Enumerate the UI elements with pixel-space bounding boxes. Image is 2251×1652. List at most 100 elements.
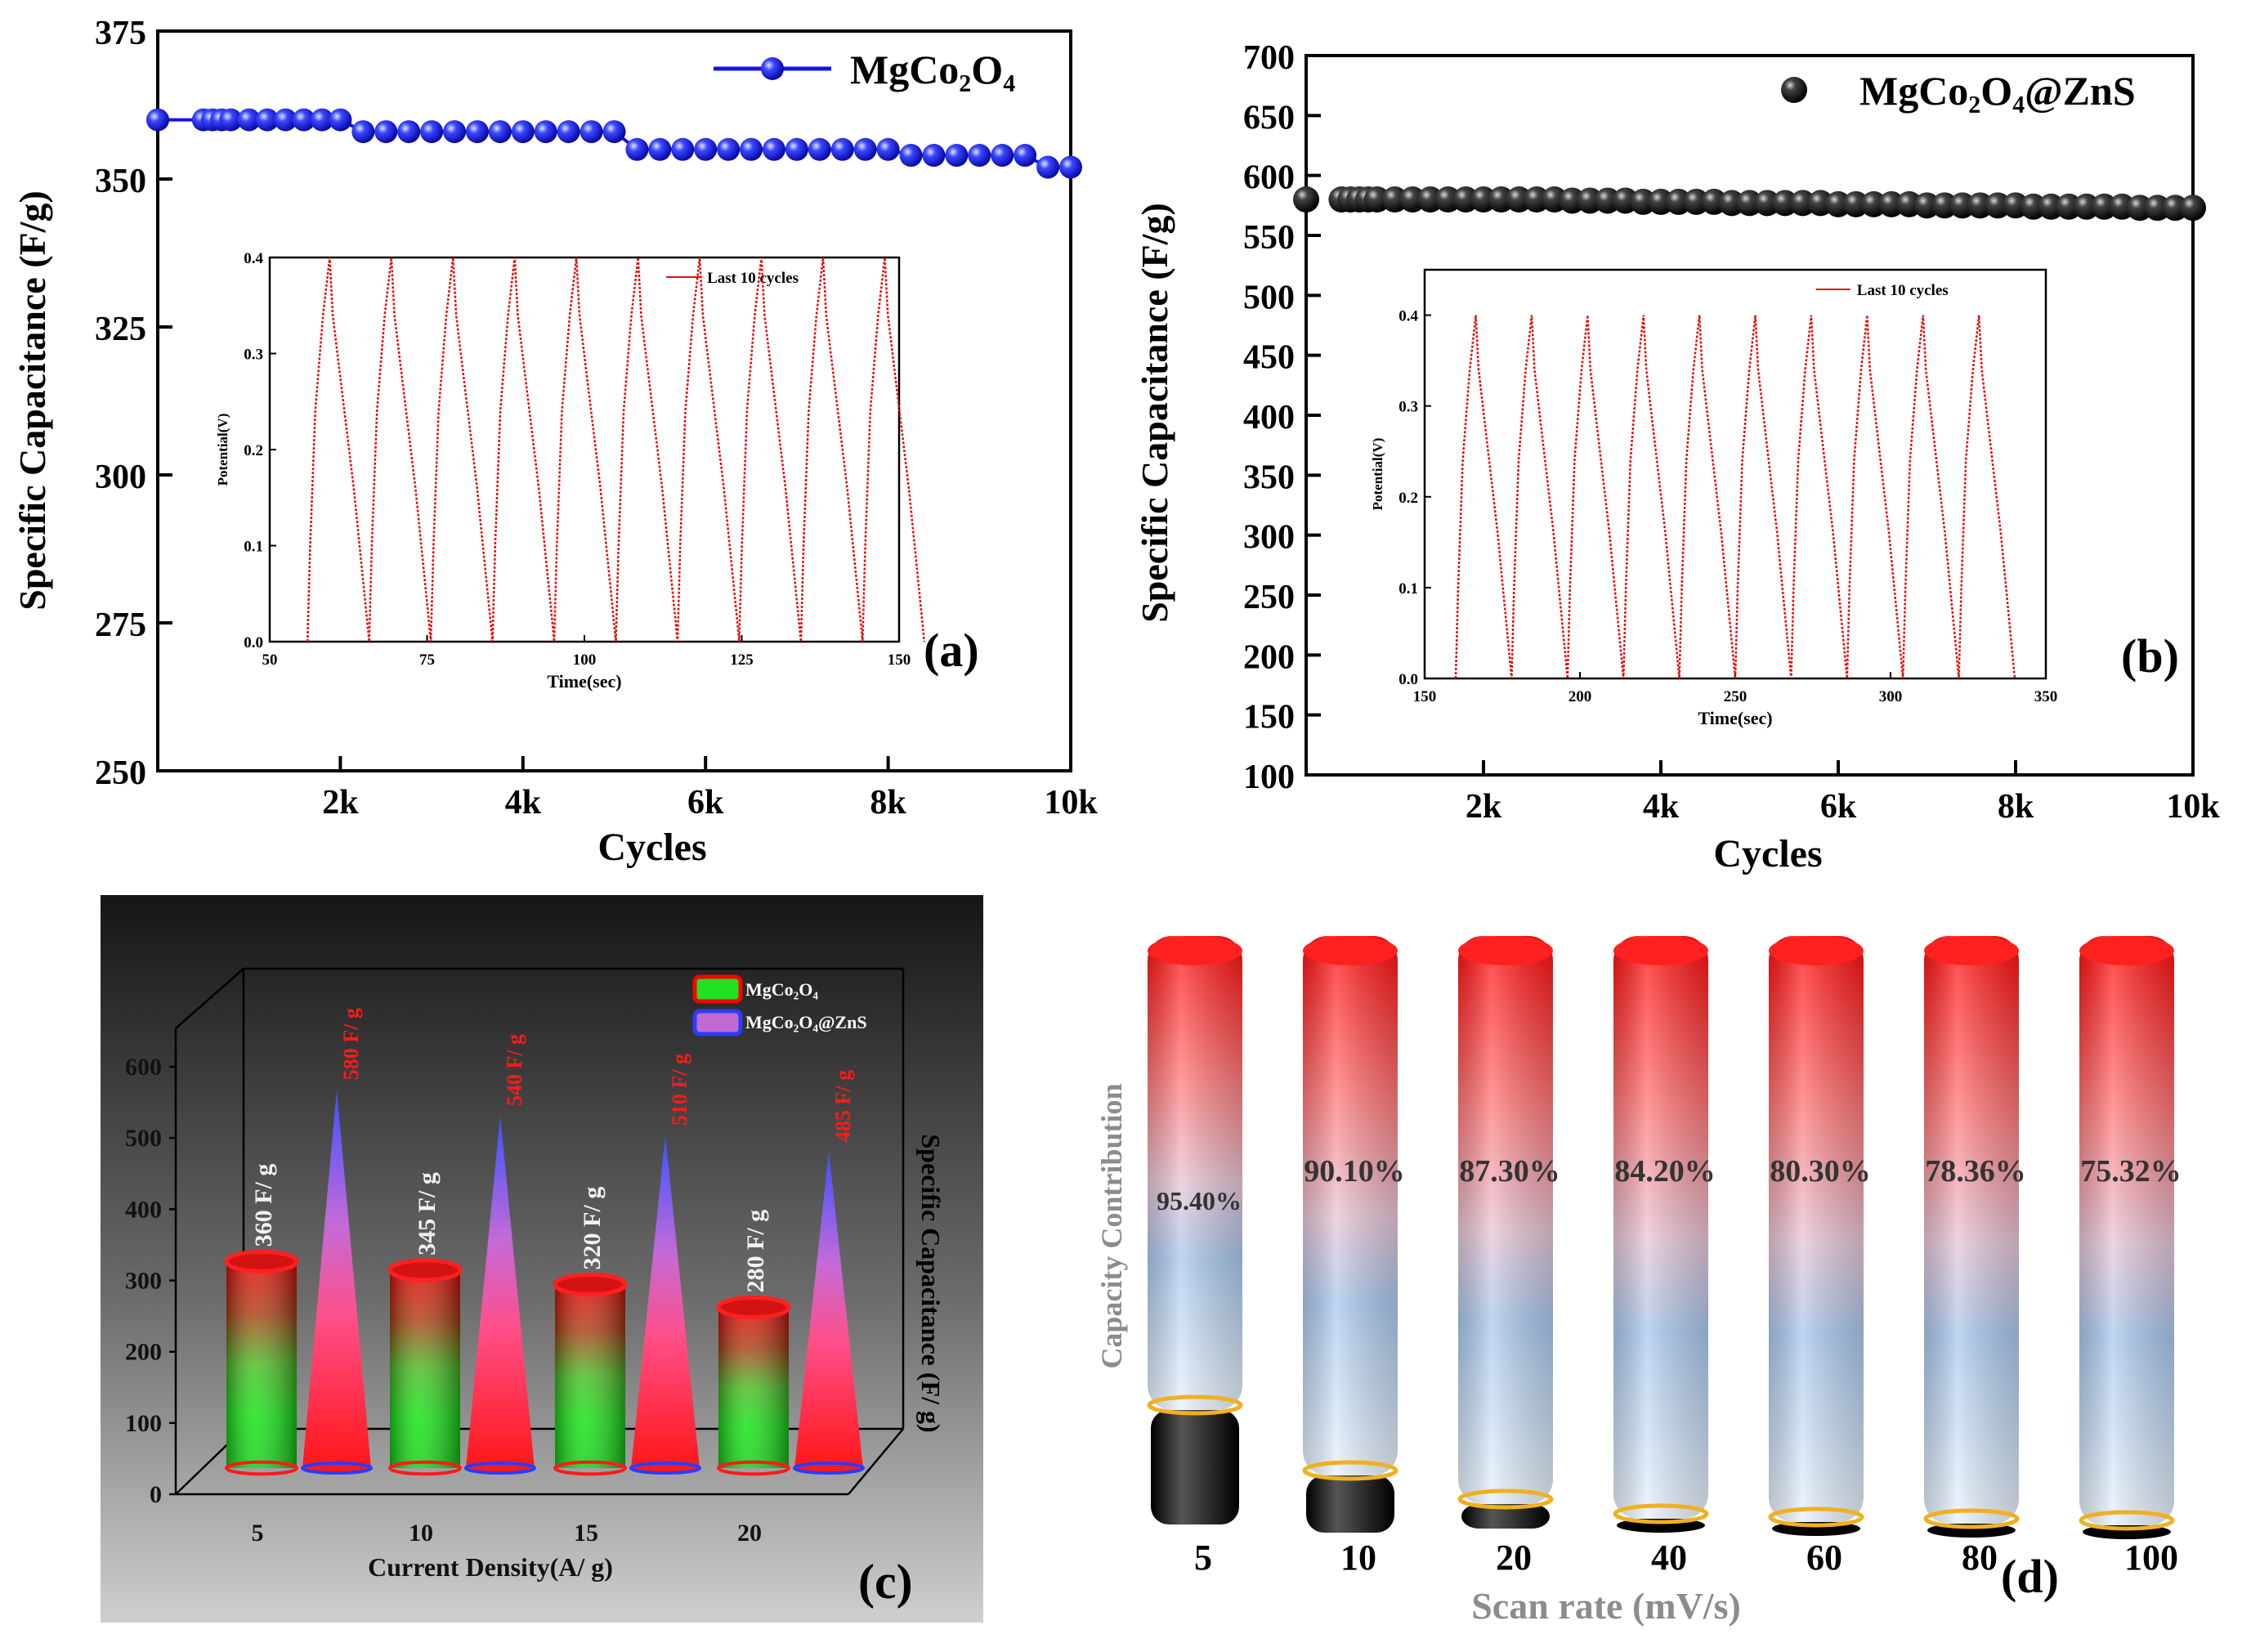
data-point: [237, 108, 261, 132]
x-tick-label: 10k: [1044, 784, 1098, 822]
panel-b-inset: 0.0 0.1 0.2 0.3 0.4 150 200 250 300 350 Time(sec) P…: [1370, 268, 2057, 728]
legend-swatch-mgco2o4-zns: [692, 1009, 743, 1036]
data-point: [1059, 155, 1082, 179]
bar-mgco2o4-zns-value-label: 540 F/ g: [503, 1034, 526, 1106]
panel-c-label: (c): [858, 1555, 913, 1609]
panel-b: 100150200250300350400450500550600650700 …: [1134, 39, 2220, 875]
panel-b-y-label: Specific Capacitance (F/g): [1134, 203, 1175, 623]
tube-top: [1458, 936, 1553, 965]
y-tick-label: 300: [125, 1268, 162, 1295]
bar-mgco2o4-zns: [631, 1135, 700, 1468]
panel-c-y-label: Specific Capacitance (F/ g): [916, 1134, 946, 1432]
inset-y-tick-label: 0.3: [1398, 399, 1418, 416]
tube-top: [1303, 936, 1398, 965]
y-tick-label: 600: [125, 1054, 162, 1081]
panel-b-y-axis: 100 150 200 250 300 350 400 450 500 550 600 650 700: [1243, 39, 1321, 796]
legend-marker: [761, 57, 784, 80]
bar-mgco2o4-value-label: 360 F/ g: [250, 1164, 277, 1247]
inset-legend-label: Last 10 cycles: [1857, 282, 1949, 299]
legend-marker: [1781, 77, 1807, 103]
y-tick-label: 150: [1243, 699, 1295, 736]
panel-c-bars: 360 F/ g 580 F/ g 345 F/ g 540 F/ g 320 F/ g…: [224, 1008, 865, 1476]
inset-y-tick-label: 0.2: [244, 442, 263, 459]
panel-b-label: (b): [2121, 629, 2179, 683]
data-point: [219, 108, 243, 132]
data-point: [580, 120, 603, 144]
y-tick-label: 0: [150, 1481, 162, 1508]
inset-y-tick-label: 0.4: [1398, 308, 1418, 325]
legend-swatch-mgco2o4: [692, 974, 743, 1004]
data-point: [922, 144, 946, 168]
y-tick-label: 250: [1243, 579, 1295, 616]
panel-c-x-axis: 5 10 15 20: [252, 1520, 763, 1547]
tube-value-label: 84.20%: [1614, 1154, 1716, 1189]
data-point: [671, 137, 695, 161]
tube-top: [1924, 936, 2019, 965]
bar-mgco2o4-base: [225, 1460, 298, 1476]
data-point: [351, 120, 375, 144]
panel-d-label: (d): [2001, 1550, 2059, 1603]
data-point: [329, 108, 352, 132]
x-tick-label: 10: [409, 1520, 433, 1547]
tube-ring: [2079, 1510, 2175, 1531]
bar-mgco2o4-value-label: 345 F/ g: [414, 1172, 441, 1256]
tube-ring: [1147, 1395, 1243, 1416]
data-point: [465, 120, 489, 144]
data-point: [830, 137, 854, 161]
bar-mgco2o4-base: [717, 1460, 790, 1476]
data-point: [991, 144, 1014, 168]
y-tick-label: 325: [95, 311, 146, 348]
tube-bar-shade: [1769, 936, 1864, 1522]
x-tick-label: 40: [1651, 1538, 1687, 1578]
inset-x-tick-label: 100: [573, 651, 597, 669]
tube-remainder: [1306, 1475, 1394, 1533]
tube-ring: [1457, 1489, 1554, 1510]
x-tick-label: 60: [1806, 1538, 1842, 1578]
panel-a-x-label: Cycles: [597, 826, 706, 869]
inset-y-tick-label: 0.0: [244, 634, 263, 651]
y-tick-label: 400: [125, 1196, 162, 1223]
inset-y-tick-label: 0.0: [1398, 671, 1418, 688]
inset-y-tick-label: 0.4: [244, 250, 263, 267]
bar-mgco2o4-zns-base: [629, 1462, 701, 1475]
tube-bar-shade: [1924, 936, 2019, 1524]
y-tick-label: 300: [1243, 519, 1295, 557]
tube-value-label: 80.30%: [1770, 1154, 1871, 1189]
panel-d-tubes: 95.40% 5 90.10% 10 87.30% 20 84.20% 40 80.30% 60 7…: [1147, 936, 2182, 1578]
y-tick-label: 700: [1243, 39, 1295, 77]
x-tick-label: 10k: [2166, 788, 2220, 826]
bar-mgco2o4-zns-value-label: 580 F/ g: [339, 1008, 363, 1080]
data-point: [2180, 195, 2206, 222]
y-tick-label: 275: [95, 607, 146, 644]
data-point: [443, 120, 467, 144]
x-tick-label: 4k: [1643, 788, 1680, 826]
inset-x-tick-label: 150: [888, 651, 911, 669]
tube-top: [1769, 936, 1864, 965]
inset-x-tick-label: 50: [262, 651, 278, 669]
x-tick-label: 2k: [322, 784, 359, 822]
tube-remainder: [1151, 1410, 1239, 1524]
data-point: [292, 108, 315, 132]
bar-mgco2o4-top: [387, 1258, 463, 1283]
tube-top: [1613, 936, 1708, 965]
y-tick-label: 500: [1243, 279, 1295, 316]
x-tick-label: 10: [1340, 1538, 1376, 1578]
inset-y-tick-label: 0.2: [1398, 490, 1418, 507]
bar-mgco2o4-top: [224, 1249, 299, 1274]
bar-mgco2o4-shade: [390, 1269, 460, 1468]
panel-a-y-label: Specific Capacitance (F/g): [11, 190, 53, 611]
x-tick-label: 8k: [1998, 788, 2034, 826]
y-tick-label: 375: [95, 15, 146, 52]
tube-bar-shade: [1613, 936, 1708, 1519]
y-tick-label: 400: [1243, 399, 1295, 437]
bar-mgco2o4-base: [553, 1460, 627, 1476]
bar-mgco2o4-top: [553, 1272, 628, 1296]
data-point: [311, 108, 334, 132]
panel-a-x-axis: 2k 4k 6k 8k 10k: [322, 756, 1098, 822]
tube-ring: [1302, 1460, 1398, 1481]
data-point: [602, 120, 626, 144]
inset-x-tick-label: 150: [1413, 688, 1437, 705]
data-point: [374, 120, 398, 144]
data-point: [146, 108, 169, 132]
